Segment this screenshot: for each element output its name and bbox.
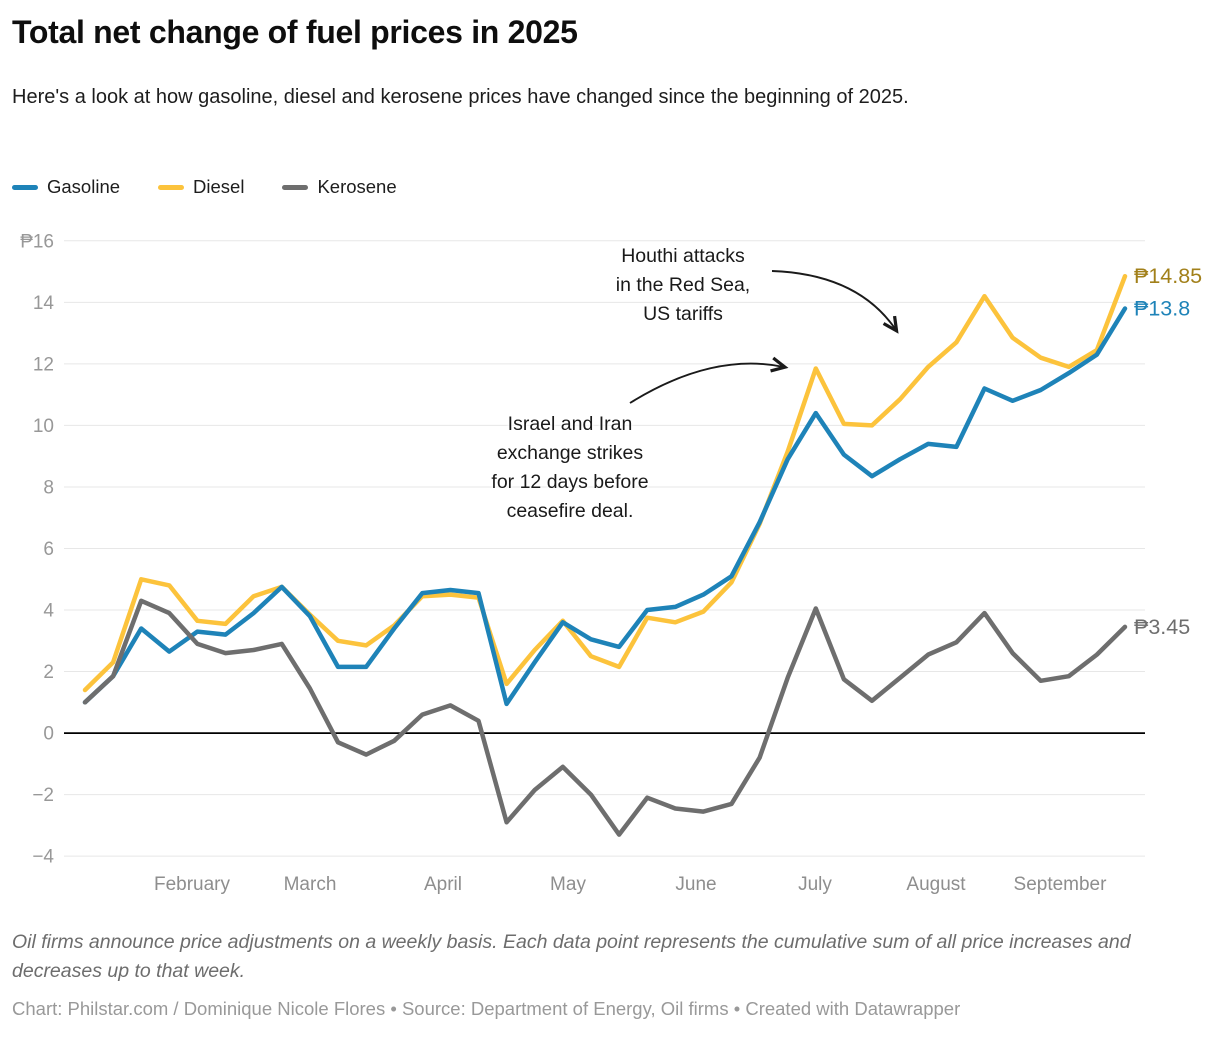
x-tick-label-august: August [906,874,966,895]
end-label-diesel: ₱14.85 [1134,264,1202,288]
legend-label-kerosene: Kerosene [317,176,397,197]
footnote: Oil firms announce price adjustments on … [12,931,1131,982]
y-tick-label: 8 [43,477,54,498]
series-lines [82,273,1128,837]
y-tick-label: −4 [32,847,54,868]
series-line-diesel [82,273,1128,693]
chart-title: Total net change of fuel prices in 2025 [12,14,578,50]
gridlines [64,240,1145,857]
y-tick-label: 10 [33,416,54,437]
legend-item-gasoline: Gasoline [12,176,120,198]
legend-label-diesel: Diesel [193,176,245,197]
legend: Gasoline Diesel Kerosene [12,176,397,198]
legend-label-gasoline: Gasoline [47,176,121,197]
x-tick-label-march: March [284,874,337,895]
x-tick-label-september: September [1014,874,1108,895]
legend-item-kerosene: Kerosene [282,176,397,198]
x-axis-labels: February March April May June July August Septe… [154,874,1107,895]
y-tick-label: 2 [43,662,54,683]
x-tick-label-may: May [550,874,586,895]
series-line-gasoline [82,306,1128,707]
gasoline-line-swatch-icon [12,184,38,190]
x-tick-label-july: July [798,874,832,895]
y-tick-label: −2 [32,785,54,806]
x-tick-label-april: April [424,874,462,895]
chart-subtitle: Here's a look at how gasoline, diesel an… [12,86,909,108]
kerosene-line-swatch-icon [282,184,309,190]
y-tick-label: ₱16 [20,231,54,252]
series-end-labels: ₱13.8 ₱14.85 ₱3.45 [1134,264,1202,639]
y-axis-labels: ₱16 14 12 10 8 6 4 2 0 −2 −4 [20,231,54,867]
diesel-line-swatch-icon [158,184,185,190]
israel-annotation-arrow [629,356,789,404]
y-tick-label: 4 [43,601,54,622]
end-label-gasoline: ₱13.8 [1134,296,1190,320]
series-line-kerosene [82,598,1128,837]
x-tick-label-june: June [675,874,716,895]
end-label-kerosene: ₱3.45 [1134,615,1190,639]
byline: Chart: Philstar.com / Dominique Nicole F… [12,998,961,1019]
legend-item-diesel: Diesel [158,176,244,198]
annotation-israel-iran: Israel and Iran exchange strikes for 12 … [491,413,649,522]
houthi-annotation-arrow [771,270,899,334]
y-tick-label: 14 [33,293,55,314]
y-tick-label: 6 [43,539,54,560]
annotation-houthi-attacks: Houthi attacks in the Red Sea, US tariff… [615,245,751,325]
y-tick-label: 12 [33,354,54,375]
x-tick-label-february: February [154,874,231,895]
y-tick-label: 0 [43,724,54,745]
